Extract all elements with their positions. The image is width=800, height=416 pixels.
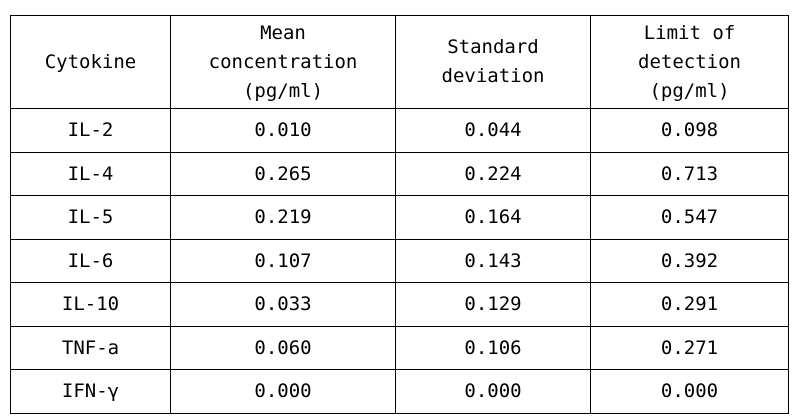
header-text: deviation [441, 65, 545, 87]
header-cell: Cytokine [10, 15, 171, 109]
value-cell: 0.000 [590, 369, 789, 414]
table-row: TNF-a 0.060 0.106 0.271 [10, 325, 789, 370]
header-cell: Mean concentration (pg/ml) [170, 15, 396, 109]
table-body: IL-2 0.010 0.044 0.098 IL-4 0.265 0.224 0.713 IL… [10, 108, 789, 414]
header-text: Limit of [643, 21, 736, 44]
header-cell: Standard deviation [395, 15, 591, 109]
value-cell: 0.271 [590, 325, 789, 370]
value-cell: 0.219 [170, 195, 396, 240]
cytokine-cell: IL-2 [10, 108, 171, 153]
value-cell: 0.106 [395, 325, 591, 370]
cytokine-cell: IL-6 [10, 238, 171, 283]
table-row: IL-2 0.010 0.044 0.098 [10, 108, 789, 153]
data-table: Cytokine Mean concentration (pg/ml) Standard… [10, 15, 789, 414]
cytokine-cell: IL-4 [10, 151, 171, 196]
table-row: IL-6 0.107 0.143 0.392 [10, 238, 789, 283]
value-cell: 0.224 [395, 151, 591, 196]
value-cell: 0.010 [170, 108, 396, 153]
value-cell: 0.098 [590, 108, 789, 153]
cytokine-cell: IFN-γ [10, 369, 171, 414]
value-cell: 0.143 [395, 238, 591, 283]
header-text: (pg/ml) [649, 79, 730, 102]
value-cell: 0.044 [395, 108, 591, 153]
cytokine-cell: IL-5 [10, 195, 171, 240]
header-cell: Limit of detection (pg/ml) [590, 15, 789, 109]
value-cell: 0.107 [170, 238, 396, 283]
table-row: IL-5 0.219 0.164 0.547 [10, 195, 789, 240]
value-cell: 0.164 [395, 195, 591, 240]
header-text: (pg/ml) [242, 79, 324, 102]
value-cell: 0.547 [590, 195, 789, 240]
header-text: concentration [208, 50, 358, 73]
table-row: IL-10 0.033 0.129 0.291 [10, 282, 789, 327]
value-cell: 0.060 [170, 325, 396, 370]
value-cell: 0.000 [170, 369, 396, 414]
value-cell: 0.265 [170, 151, 396, 196]
table-row: IL-4 0.265 0.224 0.713 [10, 151, 789, 196]
cytokine-cell: IL-10 [10, 282, 171, 327]
header-text: Cytokine [44, 50, 137, 73]
value-cell: 0.033 [170, 282, 396, 327]
cytokine-cell: TNF-a [10, 325, 171, 370]
value-cell: 0.129 [395, 282, 591, 327]
value-cell: 0.291 [590, 282, 789, 327]
table-row: IFN-γ 0.000 0.000 0.000 [10, 369, 789, 414]
value-cell: 0.392 [590, 238, 789, 283]
header-text: Mean [260, 21, 306, 44]
value-cell: 0.713 [590, 151, 789, 196]
header-text: Standard [447, 36, 539, 58]
header-text: detection [638, 50, 741, 73]
header-row: Cytokine Mean concentration (pg/ml) Standard… [10, 15, 789, 109]
value-cell: 0.000 [395, 369, 591, 414]
